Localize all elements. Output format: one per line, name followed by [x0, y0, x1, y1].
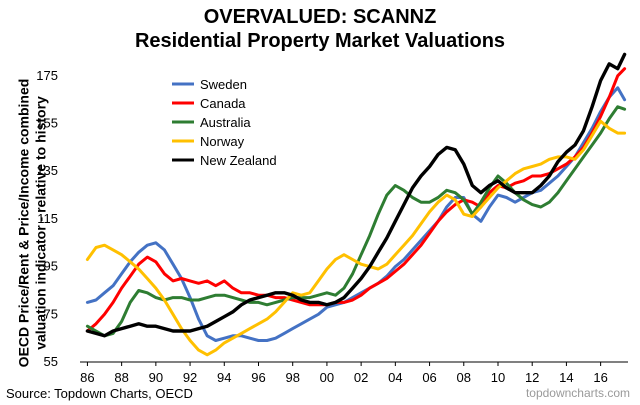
chart-title: OVERVALUED: SCANNZ — [203, 6, 437, 28]
legend-label: Sweden — [200, 77, 247, 92]
legend-label: New Zealand — [200, 153, 277, 168]
series-line-new-zealand — [85, 52, 627, 338]
source-note: Source: Topdown Charts, OECD — [6, 386, 193, 401]
legend-label: Australia — [200, 115, 251, 130]
y-tick-label: 155 — [36, 116, 58, 131]
x-tick-label: 92 — [183, 370, 197, 385]
y-tick-label: 135 — [36, 163, 58, 178]
y-tick-label: 95 — [44, 259, 58, 274]
series-line-canada — [85, 67, 627, 333]
legend-label: Norway — [200, 134, 245, 149]
series-line-australia — [85, 105, 627, 338]
x-tick-label: 10 — [491, 370, 505, 385]
x-tick-label: 86 — [80, 370, 94, 385]
x-tick-label: 08 — [457, 370, 471, 385]
x-tick-label: 02 — [354, 370, 368, 385]
series-layer — [85, 52, 627, 357]
y-tick-label: 115 — [37, 211, 58, 226]
series-line-norway — [85, 119, 627, 357]
x-tick-label: 90 — [149, 370, 163, 385]
x-tick-label: 88 — [114, 370, 128, 385]
x-tick-label: 06 — [422, 370, 436, 385]
y-tick-label: 55 — [44, 354, 58, 369]
x-tick-label: 94 — [217, 370, 231, 385]
y-tick-label: 75 — [44, 306, 58, 321]
legend-label: Canada — [200, 96, 246, 111]
x-tick-label: 14 — [559, 370, 573, 385]
watermark: topdowncharts.com — [525, 386, 630, 400]
x-tick-label: 00 — [320, 370, 334, 385]
x-tick-label: 16 — [593, 370, 607, 385]
x-tick-label: 96 — [251, 370, 265, 385]
chart-subtitle: Residential Property Market Valuations — [134, 30, 506, 52]
x-tick-label: 98 — [285, 370, 299, 385]
x-tick-label: 04 — [388, 370, 402, 385]
y-tick-label: 175 — [36, 68, 58, 83]
x-tick-label: 12 — [525, 370, 539, 385]
axis-layer: 55 75 95 115 135 155 175 86 88 90 92 94 96 98 00 02 04 06… — [36, 68, 628, 385]
series-line-sweden — [85, 86, 627, 342]
legend: Sweden Canada Australia Norway New Zealand — [172, 77, 277, 168]
